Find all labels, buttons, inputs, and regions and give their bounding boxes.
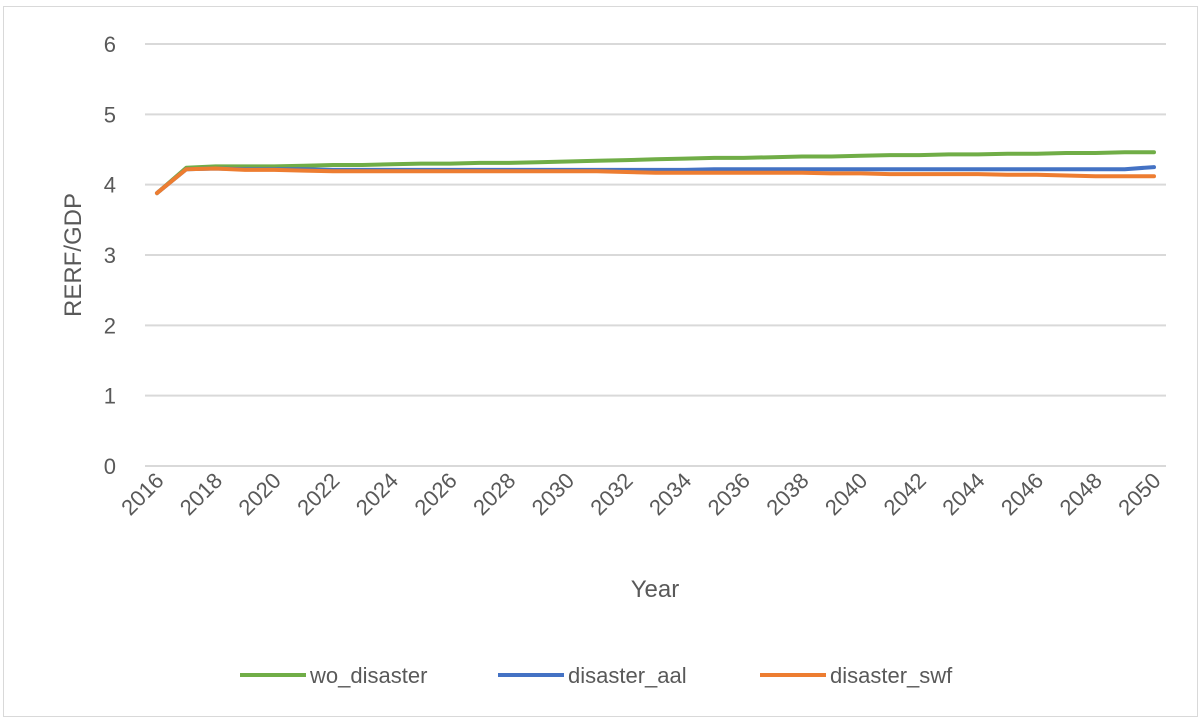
y-tick-label: 1	[104, 384, 116, 409]
chart-frame	[3, 6, 1198, 717]
legend-label-disaster-aal: disaster_aal	[568, 663, 687, 688]
x-tick-label: 2044	[937, 468, 989, 520]
x-tick-label: 2032	[585, 468, 637, 520]
x-tick-label: 2024	[351, 468, 403, 520]
x-axis-ticks: 2016 2018 2020 2022 2024 2026 2028 2030 2032 2034…	[116, 468, 1165, 520]
x-tick-label: 2030	[527, 468, 579, 520]
x-tick-label: 2048	[1055, 468, 1107, 520]
series-lines	[155, 150, 1156, 196]
x-tick-label: 2034	[644, 468, 696, 520]
x-tick-label: 2046	[996, 468, 1048, 520]
y-tick-label: 3	[104, 243, 116, 268]
y-tick-label: 2	[104, 313, 116, 338]
y-tick-label: 5	[104, 102, 116, 127]
x-tick-label: 2018	[175, 468, 227, 520]
x-tick-label: 2020	[234, 468, 286, 520]
series-line-wo-disaster	[155, 150, 1156, 196]
y-tick-label: 4	[104, 173, 116, 198]
x-axis-title: Year	[631, 576, 680, 603]
x-tick-label: 2022	[292, 468, 344, 520]
x-tick-label: 2036	[703, 468, 755, 520]
x-tick-label: 2038	[761, 468, 813, 520]
y-tick-label: 0	[104, 454, 116, 479]
y-tick-label: 6	[104, 32, 116, 57]
y-axis-ticks: 0 1 2 3 4 5 6	[104, 32, 116, 479]
legend-label-wo-disaster: wo_disaster	[309, 663, 427, 688]
y-axis-title: RERF/GDP	[60, 193, 87, 317]
x-tick-label: 2040	[820, 468, 872, 520]
x-tick-label: 2028	[468, 468, 520, 520]
series-line-disaster-swf	[155, 166, 1156, 196]
x-tick-label: 2016	[116, 468, 168, 520]
x-tick-label: 2050	[1113, 468, 1165, 520]
gridlines	[145, 43, 1166, 467]
x-tick-label: 2042	[879, 468, 931, 520]
legend-label-disaster-swf: disaster_swf	[830, 663, 953, 688]
legend: wo_disaster disaster_aal disaster_swf	[240, 663, 953, 688]
x-tick-label: 2026	[409, 468, 461, 520]
